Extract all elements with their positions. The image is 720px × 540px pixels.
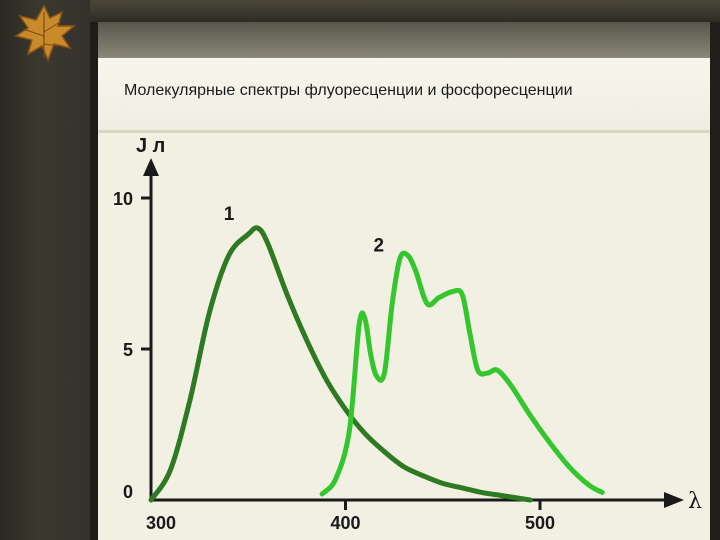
autumn-leaf-icon [8, 2, 80, 69]
series-group: 12 [148, 204, 605, 503]
slide-frame-strip [90, 22, 98, 540]
y-axis-label: J л [136, 135, 165, 157]
slide-title-bar: Молекулярные спектры флуоресценции и фос… [98, 58, 710, 133]
series-line-1 [148, 225, 533, 503]
series-label-2: 2 [374, 235, 385, 256]
y-ticks: 0 5 10 [113, 189, 151, 502]
y-tick-label: 0 [123, 482, 133, 502]
slide-frame-top [0, 0, 720, 22]
x-tick-label: 300 [146, 513, 176, 533]
chart-area [98, 133, 710, 540]
x-tick-label: 400 [330, 513, 360, 533]
x-axis-arrow [664, 492, 684, 508]
x-ticks: 300 400 500 [146, 500, 555, 533]
series-label-1: 1 [224, 204, 235, 225]
x-tick-label: 500 [525, 513, 555, 533]
x-axis-label: λ [688, 489, 702, 514]
series-line-2 [319, 250, 605, 497]
y-tick-label: 10 [113, 189, 133, 209]
slide-title: Молекулярные спектры флуоресценции и фос… [124, 82, 573, 99]
slide-frame-left [0, 0, 90, 540]
title-bar-edge [98, 22, 720, 58]
y-tick-label: 5 [123, 340, 133, 360]
y-axis-arrow [143, 158, 159, 176]
slide-frame-right [710, 22, 720, 540]
